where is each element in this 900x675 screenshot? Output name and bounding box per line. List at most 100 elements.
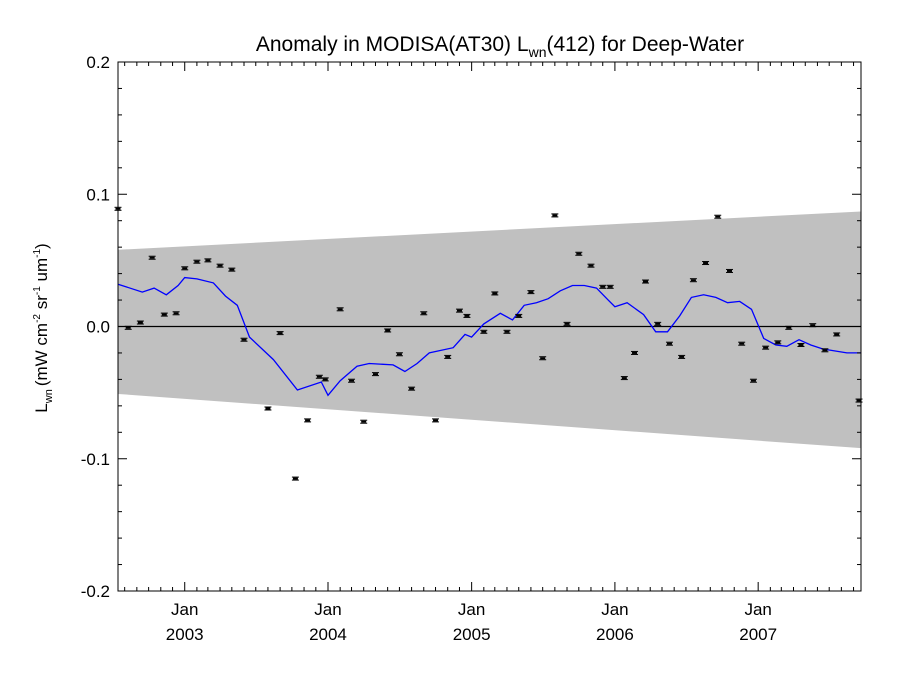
data-point-marker <box>205 259 211 262</box>
data-point-marker <box>217 264 223 267</box>
data-point-marker <box>798 344 804 347</box>
data-point-39 <box>587 263 595 268</box>
y-tick-label: -0.2 <box>81 582 110 601</box>
data-point-3 <box>148 255 156 260</box>
data-point-48 <box>689 278 697 283</box>
data-point-52 <box>738 341 746 346</box>
data-point-marker <box>349 379 355 382</box>
data-point-9 <box>216 263 224 268</box>
data-point-marker <box>421 312 427 315</box>
data-point-2 <box>136 320 144 325</box>
data-point-marker <box>588 264 594 267</box>
data-point-marker <box>666 342 672 345</box>
data-point-31 <box>491 291 499 296</box>
x-tick-label-year: 2006 <box>596 625 634 644</box>
data-point-15 <box>304 418 312 423</box>
data-point-4 <box>160 312 168 317</box>
data-point-7 <box>193 259 201 264</box>
data-point-marker <box>727 269 733 272</box>
data-point-marker <box>750 379 756 382</box>
data-point-53 <box>749 378 757 383</box>
x-tick-label-year: 2005 <box>453 625 491 644</box>
data-point-marker <box>125 326 131 329</box>
data-point-36 <box>551 213 559 218</box>
data-point-25 <box>420 311 428 316</box>
data-point-marker <box>481 330 487 333</box>
uncertainty-band-layer <box>118 211 861 449</box>
data-point-marker <box>305 419 311 422</box>
data-point-20 <box>360 419 368 424</box>
data-point-marker <box>856 399 862 402</box>
data-point-46 <box>665 341 673 346</box>
trend-line <box>117 276 861 397</box>
data-point-marker <box>786 326 792 329</box>
data-point-34 <box>527 290 535 295</box>
data-point-59 <box>821 348 829 353</box>
data-point-28 <box>455 308 463 313</box>
data-point-54 <box>762 345 770 350</box>
data-point-marker <box>564 322 570 325</box>
x-tick-label-year: 2004 <box>309 625 347 644</box>
uncertainty-band <box>118 211 861 449</box>
data-point-11 <box>240 337 248 342</box>
data-point-marker <box>643 280 649 283</box>
data-point-marker <box>632 351 638 354</box>
data-point-17 <box>321 377 329 382</box>
data-point-13 <box>276 331 284 336</box>
data-point-27 <box>444 354 452 359</box>
data-point-marker <box>322 378 328 381</box>
data-point-marker <box>456 309 462 312</box>
data-point-marker <box>161 313 167 316</box>
data-point-marker <box>607 285 613 288</box>
data-point-55 <box>774 340 782 345</box>
data-point-45 <box>654 321 662 326</box>
data-point-marker <box>409 387 415 390</box>
data-point-32 <box>503 329 511 334</box>
data-point-marker <box>600 285 606 288</box>
y-tick-label: 0.1 <box>86 185 110 204</box>
y-tick-label: 0.0 <box>86 318 110 337</box>
data-point-marker <box>464 314 470 317</box>
data-point-marker <box>540 357 546 360</box>
data-point-50 <box>714 214 722 219</box>
data-point-marker <box>516 314 522 317</box>
data-point-10 <box>228 267 236 272</box>
data-point-44 <box>642 279 650 284</box>
data-point-marker <box>337 308 343 311</box>
data-point-37 <box>563 321 571 326</box>
data-point-marker <box>834 333 840 336</box>
data-point-41 <box>606 284 614 289</box>
data-point-33 <box>515 313 523 318</box>
anomaly-points-layer <box>114 206 863 481</box>
data-point-49 <box>702 261 710 266</box>
data-point-marker <box>715 215 721 218</box>
data-point-marker <box>149 256 155 259</box>
data-point-marker <box>655 322 661 325</box>
data-point-5 <box>172 311 180 316</box>
y-tick-label: 0.2 <box>86 53 110 72</box>
data-point-marker <box>385 329 391 332</box>
data-point-40 <box>599 284 607 289</box>
data-point-marker <box>739 342 745 345</box>
data-point-6 <box>181 266 189 271</box>
data-point-38 <box>575 251 583 256</box>
data-point-marker <box>504 330 510 333</box>
data-point-marker <box>229 268 235 271</box>
data-point-marker <box>690 279 696 282</box>
data-point-16 <box>315 374 323 379</box>
data-point-marker <box>372 373 378 376</box>
data-point-marker <box>316 375 322 378</box>
data-point-marker <box>241 338 247 341</box>
data-point-marker <box>763 346 769 349</box>
data-point-14 <box>291 476 299 481</box>
x-tick-label-month: Jan <box>314 600 341 619</box>
x-tick-label-year: 2003 <box>166 625 204 644</box>
data-point-12 <box>264 406 272 411</box>
data-point-42 <box>620 376 628 381</box>
x-axis-ticks: Jan 2003 Jan 2004 Jan 2005 Jan 2006 Jan 2007 <box>124 62 855 644</box>
data-point-marker <box>576 252 582 255</box>
data-point-51 <box>726 268 734 273</box>
data-point-marker <box>775 341 781 344</box>
data-point-29 <box>463 313 471 318</box>
data-point-marker <box>679 355 685 358</box>
